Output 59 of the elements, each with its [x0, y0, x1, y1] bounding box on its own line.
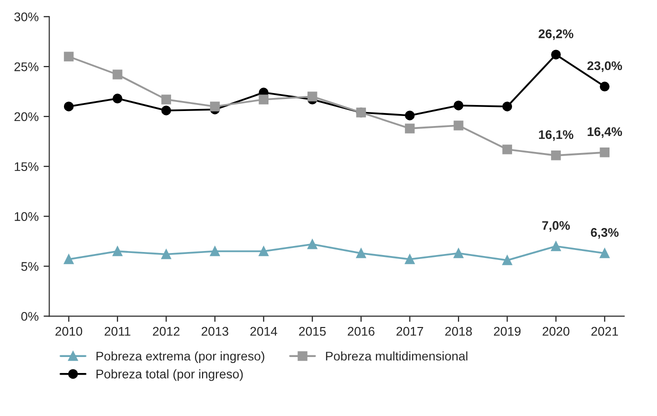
point	[454, 248, 464, 258]
point	[161, 94, 172, 104]
point	[112, 70, 122, 80]
x-tick-label: 2014	[250, 326, 278, 336]
point	[404, 254, 415, 264]
data-label: 23,0%	[587, 61, 622, 72]
y-tick-label: 5%	[21, 262, 38, 271]
point	[356, 248, 366, 258]
legend-label: Pobreza extrema (por ingreso)	[96, 351, 264, 364]
x-tick-label: 2021	[591, 326, 618, 336]
point	[551, 50, 561, 60]
point	[112, 246, 122, 256]
data-label: 26,2%	[538, 29, 574, 40]
point	[502, 102, 512, 112]
y-tick-label: 20%	[14, 112, 38, 122]
y-tick-label: 0%	[21, 312, 38, 321]
point	[258, 246, 268, 256]
point	[600, 148, 610, 158]
point	[600, 248, 610, 258]
point	[502, 255, 512, 266]
point	[64, 52, 74, 62]
point	[64, 254, 74, 264]
point	[64, 102, 74, 112]
point	[210, 246, 220, 256]
point	[502, 144, 512, 154]
point	[112, 94, 122, 104]
y-tick-label: 15%	[14, 162, 38, 172]
point	[551, 150, 561, 160]
x-tick-label: 2020	[542, 326, 570, 336]
point	[307, 239, 318, 250]
data-label: 16,1%	[539, 130, 574, 141]
x-tick-label: 2013	[202, 326, 228, 336]
x-tick-label: 2017	[396, 326, 424, 336]
point	[404, 124, 415, 134]
y-tick-label: 25%	[14, 62, 38, 72]
data-label: 6,3%	[590, 228, 619, 239]
point	[454, 100, 464, 110]
data-label: 7,0%	[542, 221, 570, 232]
point	[404, 110, 415, 120]
legend-label: Pobreza total (por ingreso)	[96, 369, 243, 381]
point	[161, 249, 172, 260]
point	[600, 82, 610, 92]
point	[551, 241, 561, 252]
point	[258, 94, 268, 104]
y-tick-label: 10%	[14, 212, 38, 221]
legend-label: Pobreza multidimensional	[326, 351, 468, 361]
y-tick-label: 30%	[14, 12, 38, 22]
x-tick-label: 2019	[494, 326, 521, 336]
x-tick-label: 2011	[104, 326, 130, 336]
point	[454, 120, 464, 130]
x-tick-label: 2018	[445, 326, 472, 336]
data-label: 16,4%	[588, 127, 622, 138]
point	[307, 92, 318, 102]
point	[210, 102, 220, 112]
x-tick-label: 2015	[299, 326, 326, 336]
x-tick-label: 2012	[152, 326, 180, 336]
point	[161, 106, 172, 116]
x-tick-label: 2016	[348, 326, 374, 336]
x-tick-label: 2010	[55, 326, 82, 336]
